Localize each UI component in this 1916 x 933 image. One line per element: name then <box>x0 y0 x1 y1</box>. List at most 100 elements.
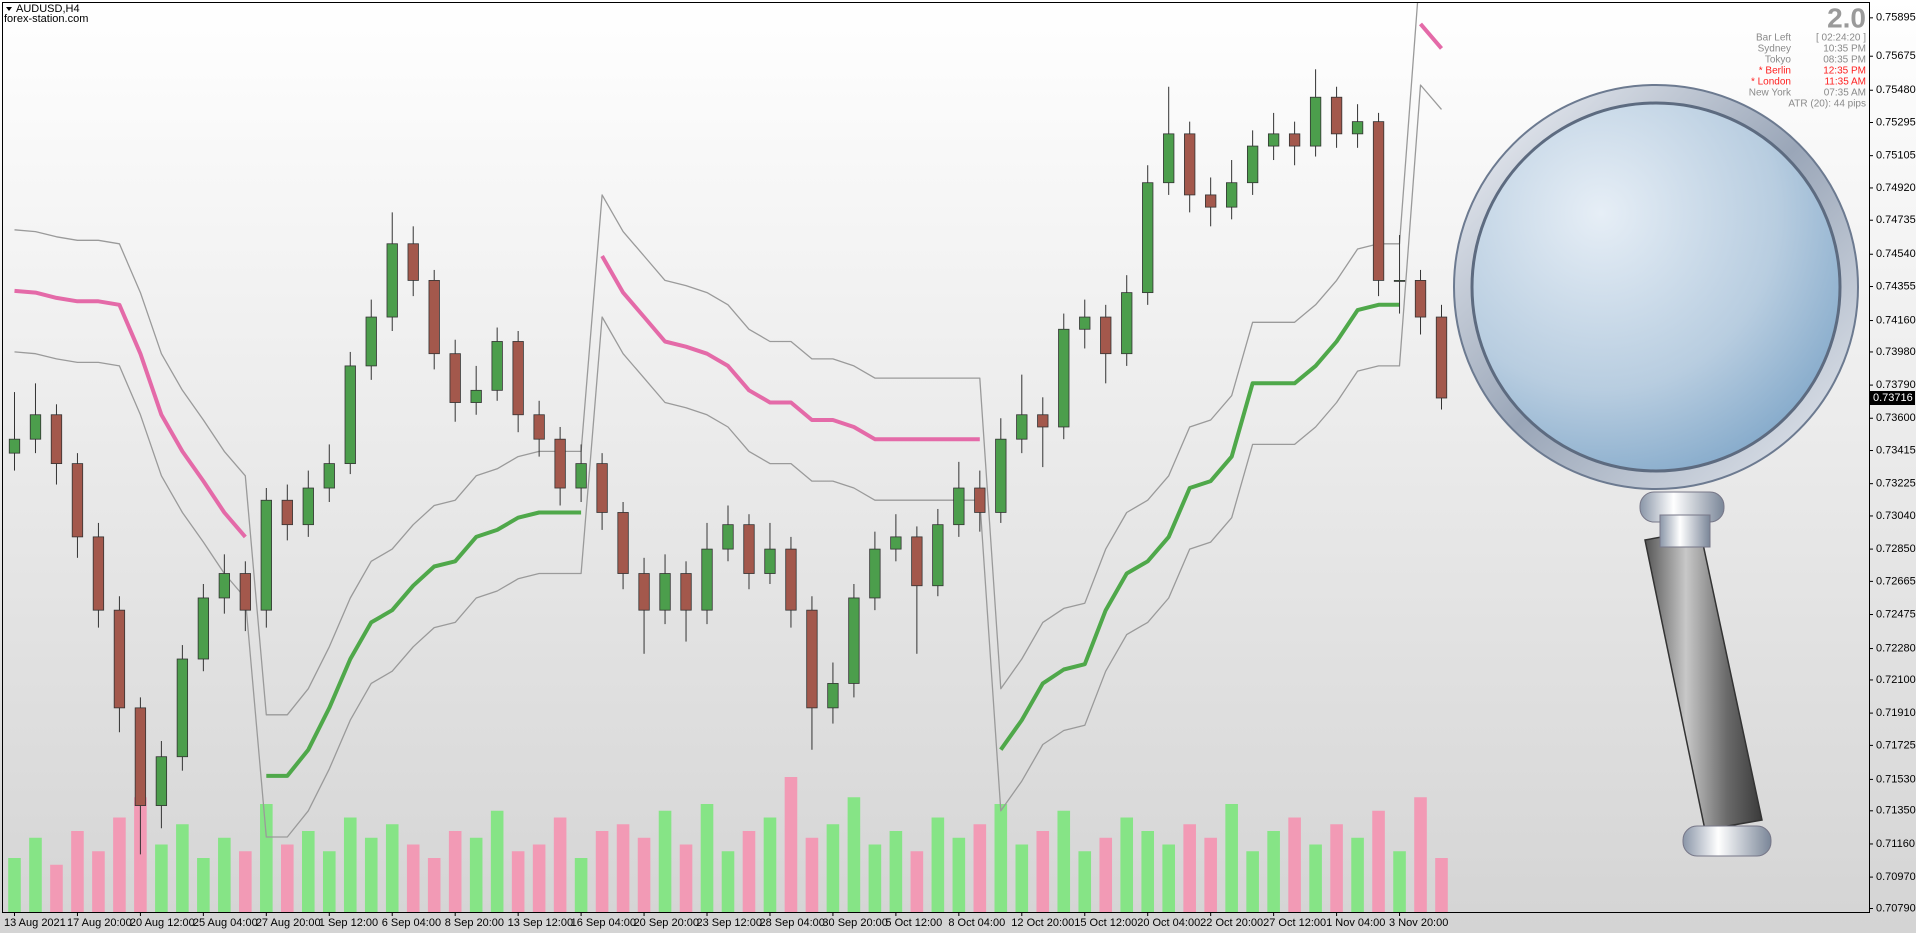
volume-bar <box>92 851 105 912</box>
candle-body <box>575 463 587 489</box>
volume-bar <box>448 831 462 912</box>
y-tick-label: 0.73790 <box>1876 379 1916 391</box>
candle-body <box>617 512 629 574</box>
x-tick-label: 13 Aug 2021 <box>4 917 66 929</box>
y-tick-label: 0.74540 <box>1876 248 1916 260</box>
x-tick-label: 3 Nov 20:00 <box>1389 917 1448 929</box>
candle-body <box>1267 133 1280 147</box>
plot-frame <box>2 2 1870 913</box>
candle-body <box>1226 182 1238 208</box>
candle-body <box>113 609 126 709</box>
y-tick-label: 0.70790 <box>1876 902 1916 914</box>
volume-bar <box>29 837 42 912</box>
y-tick-label: 0.70970 <box>1876 871 1916 883</box>
volume-bar <box>469 837 483 912</box>
volume-bar <box>595 831 609 912</box>
menu-arrow[interactable] <box>6 7 12 11</box>
volume-bar <box>553 817 567 912</box>
x-tick-label: 1 Nov 04:00 <box>1326 917 1385 929</box>
volume-bar <box>532 844 546 912</box>
y-tick-label: 0.74920 <box>1876 182 1916 194</box>
volume-bar <box>805 837 819 912</box>
volume-bar <box>679 844 693 912</box>
candle-body <box>533 414 545 440</box>
candle-body <box>365 316 377 367</box>
info-label: Sydney <box>1758 44 1791 55</box>
x-tick-label: 22 Oct 20:00 <box>1200 917 1263 929</box>
x-tick-label: 27 Oct 12:00 <box>1263 917 1326 929</box>
y-tick-label: 0.71910 <box>1876 707 1916 719</box>
info-value: 11:35 AM <box>1824 77 1866 88</box>
candle-body <box>1163 133 1175 184</box>
volume-bar <box>385 824 399 912</box>
y-tick-label: 0.72850 <box>1876 543 1916 555</box>
volume-bar <box>1015 844 1029 912</box>
y-tick-label: 0.72280 <box>1876 642 1916 654</box>
candle-body <box>302 487 314 526</box>
candle-body <box>764 548 776 574</box>
volume-bar <box>1162 844 1175 912</box>
candle-body <box>386 243 398 318</box>
volume-bar <box>1036 831 1050 912</box>
version: 2.0 <box>1827 2 1866 33</box>
candle-body <box>50 414 63 465</box>
volume-bar <box>1225 804 1238 912</box>
candle-body <box>92 536 105 611</box>
x-tick-label: 23 Sep 12:00 <box>697 917 762 929</box>
candle-body <box>638 573 650 611</box>
volume-bar <box>260 804 273 912</box>
axes: 0.75895 0.75675 0.75480 0.75295 0.75105 0.749… <box>4 12 1916 929</box>
x-tick-label: 8 Sep 20:00 <box>445 917 504 929</box>
volume-bar <box>847 797 861 912</box>
candle-body <box>1100 316 1112 355</box>
volume-bar <box>71 831 84 912</box>
candle-body <box>890 536 902 550</box>
candle-body <box>134 707 147 806</box>
volume-bar <box>1372 810 1385 912</box>
y-tick-label: 0.75480 <box>1876 84 1916 96</box>
y-tick-label: 0.74160 <box>1876 314 1916 326</box>
volume-bar <box>784 777 798 912</box>
volume-bar <box>322 851 336 912</box>
volume-bar <box>1246 851 1259 912</box>
candle-body <box>1393 280 1406 282</box>
candle-body <box>1330 96 1343 135</box>
y-tick-label: 0.74355 <box>1876 280 1916 292</box>
info-label: * Berlin <box>1759 66 1791 77</box>
candle-body <box>1184 133 1196 196</box>
y-tick-label: 0.71530 <box>1876 773 1916 785</box>
volume-bar <box>301 831 315 912</box>
x-tick-label: 27 Aug 20:00 <box>256 917 321 929</box>
y-tick-label: 0.71350 <box>1876 805 1916 817</box>
candle-body <box>260 499 272 611</box>
indicator-line <box>14 3 1419 716</box>
candle-body <box>1435 316 1448 399</box>
y-tick-label: 0.73040 <box>1876 510 1916 522</box>
handle-neck <box>1659 514 1711 548</box>
candle-body <box>701 548 713 611</box>
candle-body <box>407 243 419 281</box>
candle-body <box>239 573 251 611</box>
candle-body <box>974 487 986 513</box>
info-panel: Bar Left [ 02:24:20 ] Sydney 10:35 PM Tokyo 0… <box>1749 33 1866 99</box>
price-tag <box>1870 391 1915 406</box>
volume-bar <box>763 817 777 912</box>
candle-body <box>806 609 818 709</box>
y-tick-label: 0.73980 <box>1876 346 1916 358</box>
candle-body <box>449 353 461 403</box>
x-tick-label: 15 Oct 12:00 <box>1074 917 1137 929</box>
volume-bar <box>574 858 588 912</box>
candle-body <box>554 438 566 489</box>
volume-bar <box>406 844 420 912</box>
candle-body <box>428 280 440 355</box>
candle-body <box>722 524 734 550</box>
volume-bar <box>1204 837 1217 912</box>
volume-bar <box>134 797 147 912</box>
candle-body <box>1205 194 1217 208</box>
x-tick-label: 8 Oct 04:00 <box>948 917 1005 929</box>
x-tick-label: 16 Sep 04:00 <box>571 917 636 929</box>
volume-bar <box>427 858 441 912</box>
candle-body <box>1288 133 1301 147</box>
volume-bar <box>197 858 210 912</box>
